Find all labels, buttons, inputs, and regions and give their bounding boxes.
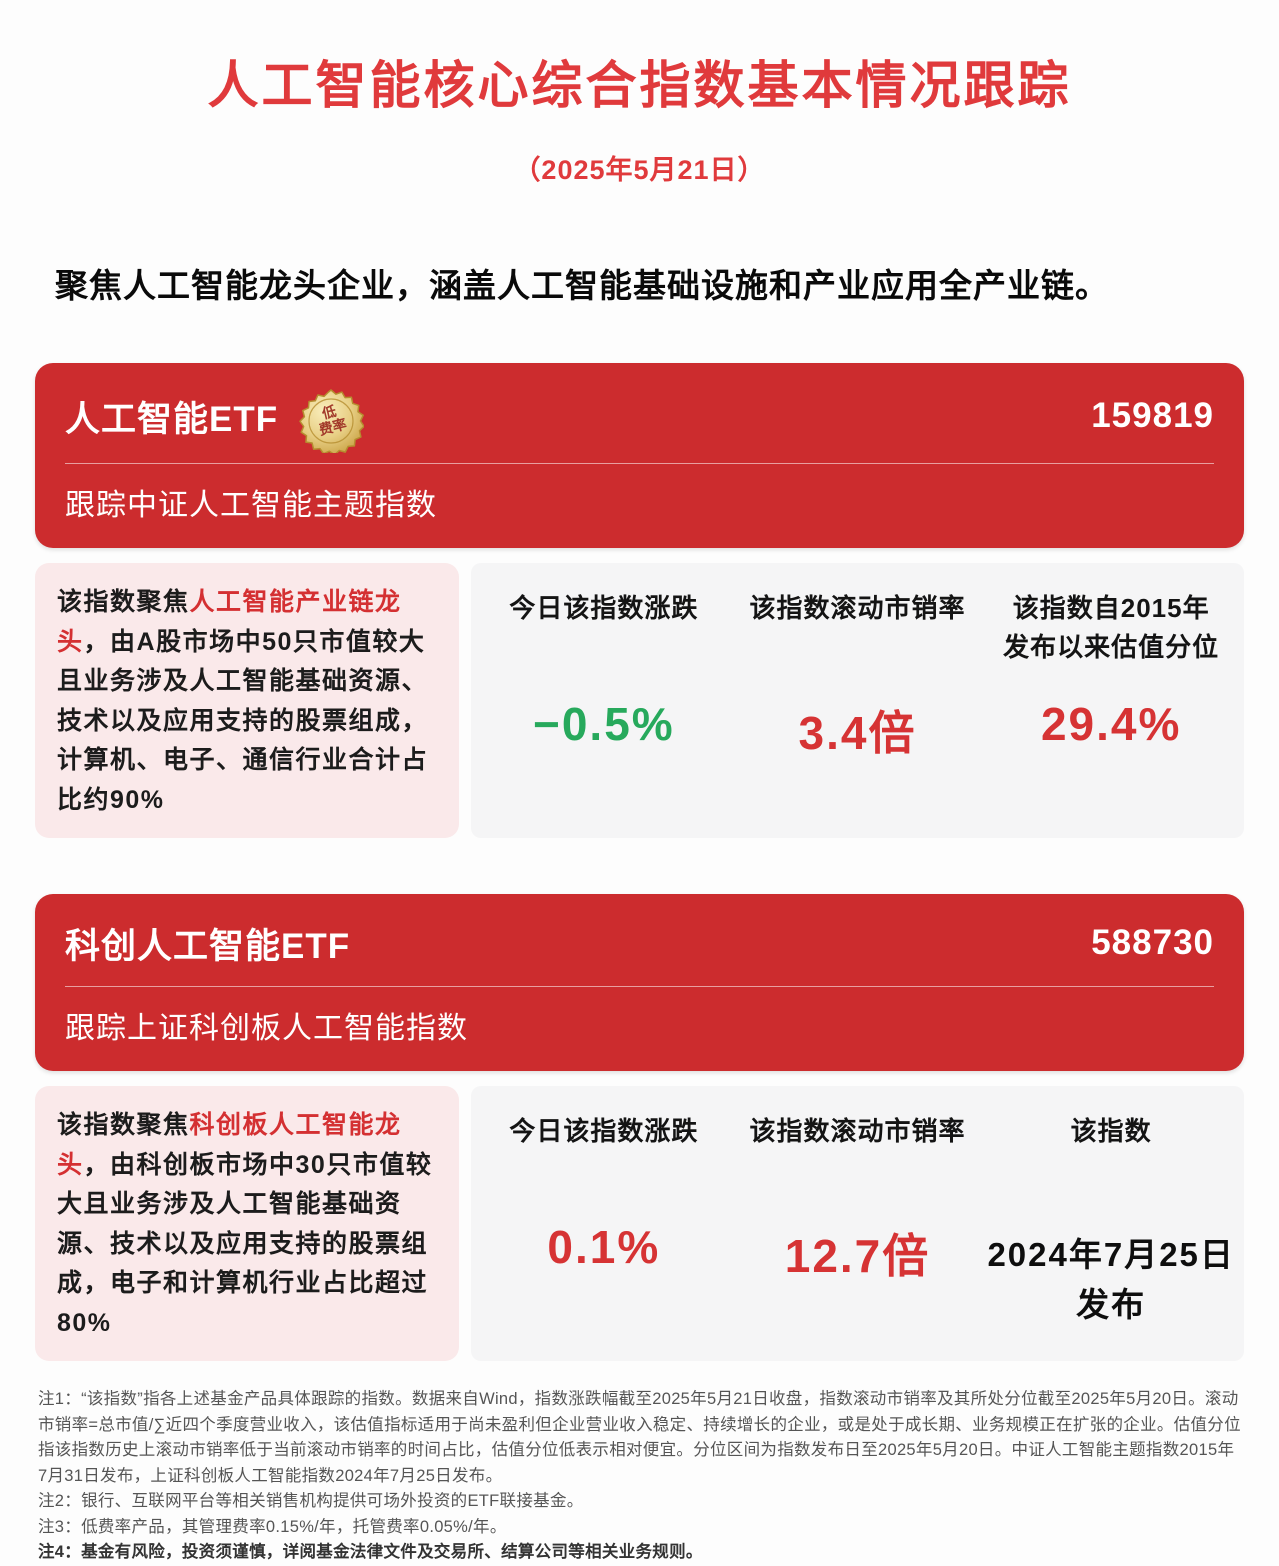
desc-rest: ，由A股市场中50只市值较大且业务涉及人工智能基础资源、技术以及应用支持的股票组…: [57, 627, 429, 814]
desc-prefix: 该指数聚焦: [57, 588, 190, 616]
index-description: 该指数聚焦科创板人工智能龙头，由科创板市场中30只市值较大且业务涉及人工智能基础…: [35, 1086, 459, 1361]
index-description: 该指数聚焦人工智能产业链龙头，由A股市场中50只市值较大且业务涉及人工智能基础资…: [35, 563, 459, 838]
footnote-4: 注4：基金有风险，投资须谨慎，详阅基金法律文件及交易所、结算公司等相关业务规则。: [38, 1543, 703, 1562]
banner-divider: [65, 463, 1214, 464]
stat-value: 2024年7月25日 发布: [987, 1236, 1235, 1323]
stat-valuation-percentile: 该指数自2015年 发布以来估值分位 29.4%: [984, 589, 1238, 808]
stat-index-launch-date: 该指数 2024年7月25日 发布: [984, 1112, 1238, 1331]
intro-text: 聚焦人工智能龙头企业，涵盖人工智能基础设施和产业应用全产业链。: [55, 267, 1109, 304]
etf-code: 588730: [1091, 923, 1214, 962]
footnote-3: 注3：低费率产品，其管理费率0.15%/年，托管费率0.05%/年。: [38, 1517, 507, 1536]
stat-label: 今日该指数涨跌: [509, 1116, 699, 1146]
stats-panel: 今日该指数涨跌 −0.5% 该指数滚动市销率 3.4倍 该指数自2015年 发布…: [471, 563, 1244, 838]
etf-tracking-line: 跟踪中证人工智能主题指数: [65, 489, 437, 522]
banner-top-row: 人工智能ETF 低 费率: [65, 383, 1214, 453]
etf-banner: 人工智能ETF 低 费率: [35, 363, 1244, 548]
page-subtitle: （2025年5月21日）: [513, 155, 766, 185]
etf-card-588730: 科创人工智能ETF 588730 跟踪上证科创板人工智能指数 该指数聚焦科创板人…: [0, 894, 1279, 1361]
stat-label: 该指数: [1070, 1116, 1152, 1146]
footnotes: 注1：“该指数”指各上述基金产品具体跟踪的指数。数据来自Wind，指数涨跌幅截至…: [38, 1387, 1241, 1566]
desc-prefix: 该指数聚焦: [57, 1111, 190, 1139]
etf-banner: 科创人工智能ETF 588730 跟踪上证科创板人工智能指数: [35, 894, 1244, 1071]
stat-value: 3.4倍: [798, 707, 917, 759]
stat-label: 该指数滚动市销率: [749, 1116, 966, 1146]
etf-name: 科创人工智能ETF: [65, 926, 351, 966]
stat-ps-ratio: 该指数滚动市销率 3.4倍: [731, 589, 985, 808]
stat-value: 12.7倍: [784, 1230, 931, 1282]
stat-label: 今日该指数涨跌: [509, 593, 699, 623]
page-title: 人工智能核心综合指数基本情况跟踪: [207, 57, 1072, 114]
footnote-1: 注1：“该指数”指各上述基金产品具体跟踪的指数。数据来自Wind，指数涨跌幅截至…: [38, 1390, 1241, 1485]
etf-name: 人工智能ETF: [65, 399, 279, 439]
desc-highlight: 科创板人工智能龙头: [57, 1111, 402, 1179]
desc-highlight: 人工智能产业链龙头: [57, 588, 402, 656]
etf-card-159819: 人工智能ETF 低 费率: [0, 363, 1279, 838]
stat-value: −0.5%: [532, 698, 675, 750]
stat-value: 29.4%: [1040, 698, 1182, 750]
banner-divider: [65, 986, 1214, 987]
stat-label: 该指数自2015年 发布以来估值分位: [1003, 593, 1220, 662]
low-fee-seal-icon: 低 费率: [298, 387, 365, 453]
etf-content-row: 该指数聚焦人工智能产业链龙头，由A股市场中50只市值较大且业务涉及人工智能基础资…: [35, 563, 1244, 838]
stat-daily-change: 今日该指数涨跌 0.1%: [477, 1112, 731, 1331]
etf-tracking-line: 跟踪上证科创板人工智能指数: [65, 1012, 468, 1045]
desc-rest: ，由科创板市场中30只市值较大且业务涉及人工智能基础资源、技术以及应用支持的股票…: [57, 1150, 433, 1337]
stat-daily-change: 今日该指数涨跌 −0.5%: [477, 589, 731, 808]
stat-value: 0.1%: [547, 1221, 661, 1273]
footnote-2: 注2：银行、互联网平台等相关销售机构提供可场外投资的ETF联接基金。: [38, 1492, 584, 1511]
stats-panel: 今日该指数涨跌 0.1% 该指数滚动市销率 12.7倍 该指数 2024年7月2…: [471, 1086, 1244, 1361]
etf-code: 159819: [1091, 396, 1214, 435]
stat-ps-ratio: 该指数滚动市销率 12.7倍: [731, 1112, 985, 1331]
etf-content-row: 该指数聚焦科创板人工智能龙头，由科创板市场中30只市值较大且业务涉及人工智能基础…: [35, 1086, 1244, 1361]
stat-label: 该指数滚动市销率: [749, 593, 966, 623]
banner-top-row: 科创人工智能ETF 588730: [65, 914, 1214, 972]
